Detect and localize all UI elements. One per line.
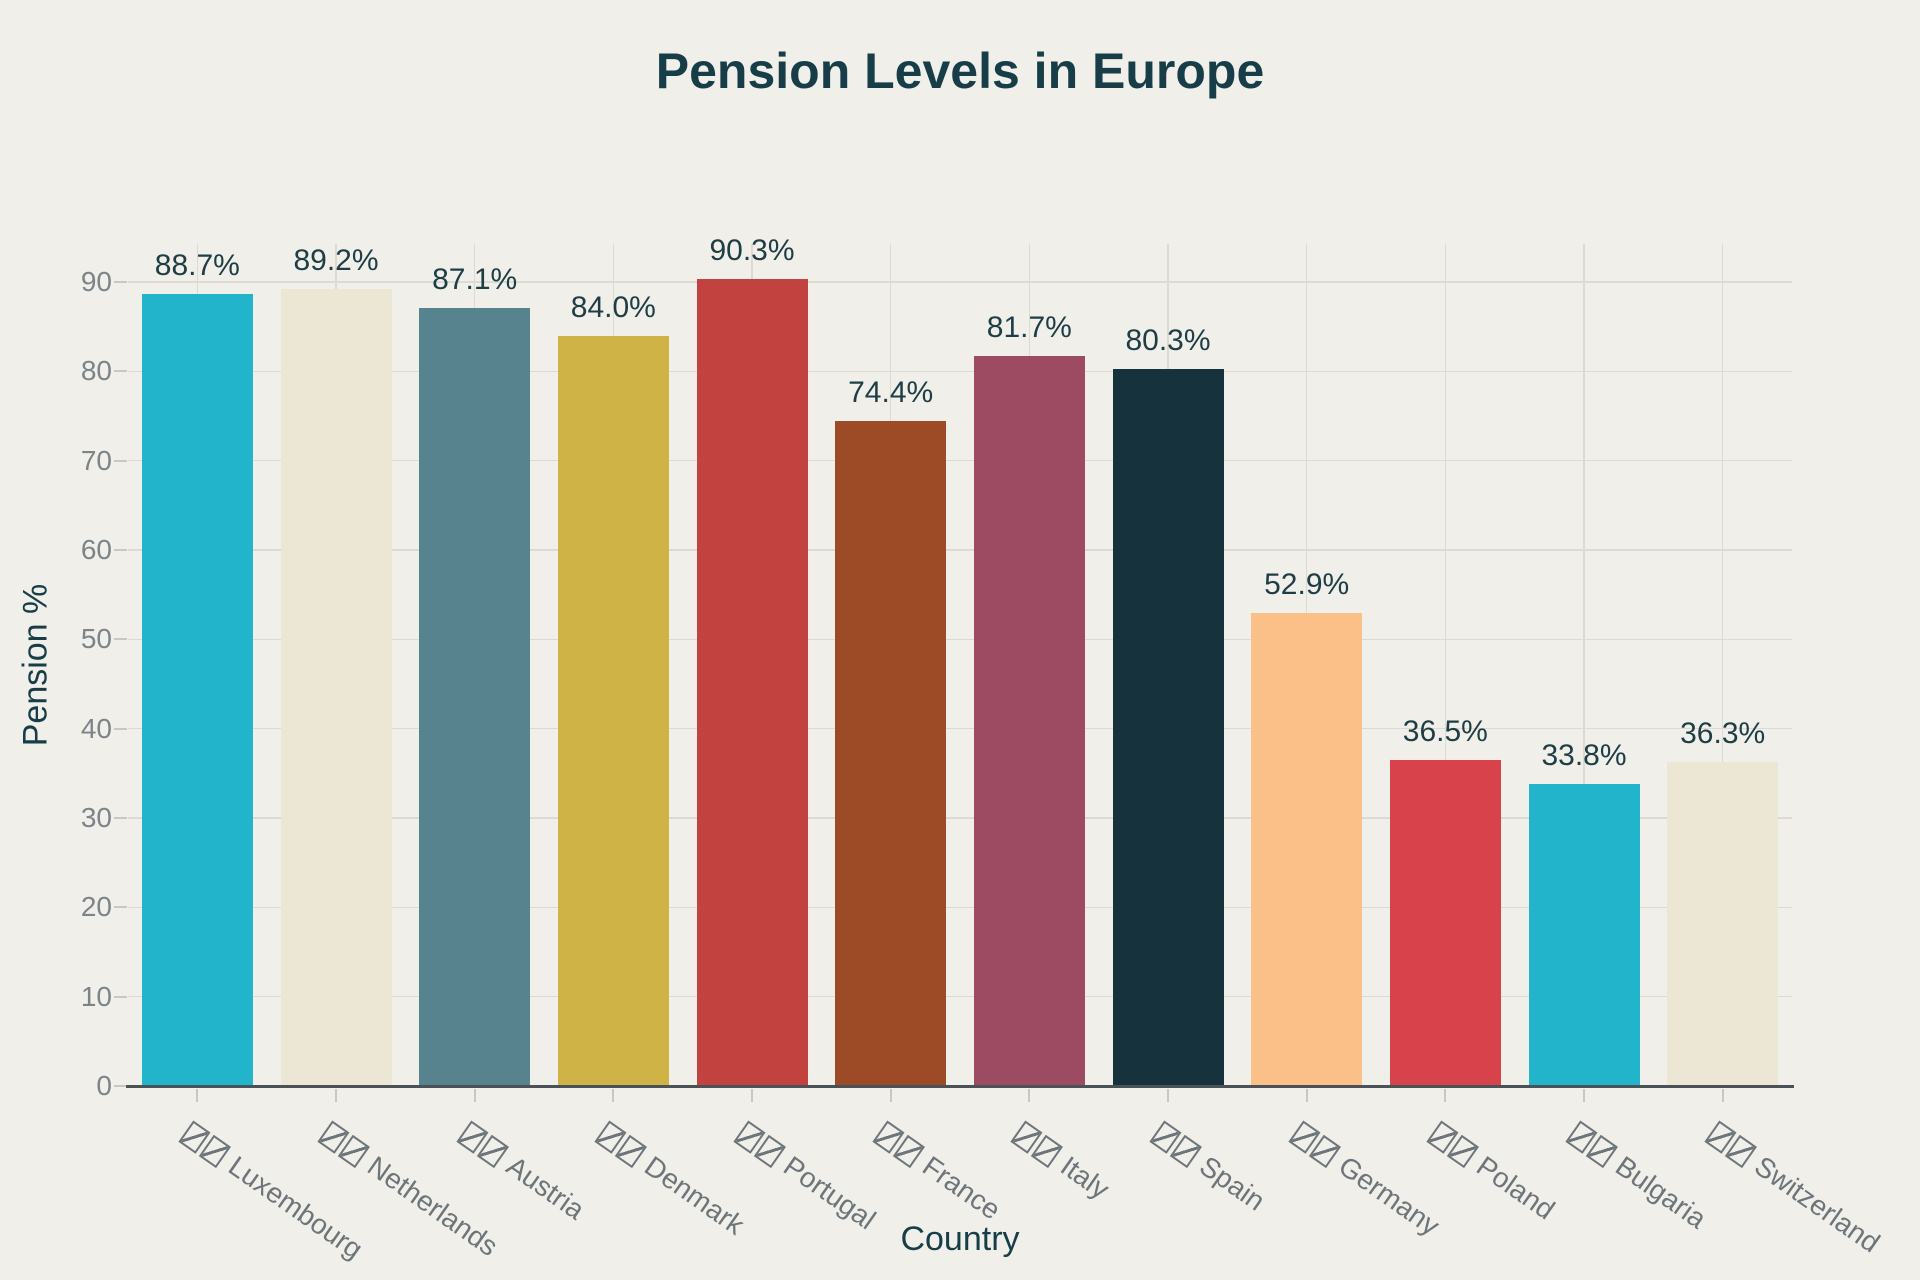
y-tick-mark (114, 370, 127, 373)
y-tick-mark (114, 638, 127, 641)
x-tick-label: Portugal (732, 1118, 882, 1236)
category-label: Denmark (639, 1150, 751, 1241)
bar-value-label: 87.1% (432, 262, 518, 296)
y-tick-mark (114, 817, 127, 819)
bar-value-label: 88.7% (154, 248, 240, 282)
bar-france (835, 421, 947, 1086)
x-tick-label: Denmark (593, 1118, 750, 1241)
category-label: France (916, 1150, 1006, 1226)
x-tick-label: Switzerland (1702, 1118, 1885, 1259)
bar-value-label: 33.8% (1541, 739, 1627, 773)
y-tick-mark (114, 727, 127, 730)
y-tick-label: 70 (80, 444, 112, 476)
x-tick-mark (1167, 1089, 1169, 1102)
x-tick-mark (1028, 1089, 1031, 1102)
y-tick-mark (114, 459, 127, 462)
gridline-vertical (1444, 244, 1447, 1086)
bar-switzerland (1667, 761, 1779, 1086)
x-tick-label: France (870, 1118, 1006, 1226)
x-tick-mark (751, 1089, 753, 1102)
y-tick-mark (114, 995, 127, 998)
bar-bulgaria (1528, 784, 1640, 1086)
bar-luxembourg (141, 293, 253, 1086)
x-tick-label: Poland (1425, 1118, 1561, 1226)
y-tick-label: 30 (80, 802, 112, 833)
bar-spain (1112, 368, 1224, 1086)
category-label: Austria (500, 1150, 590, 1226)
bar-denmark (557, 335, 669, 1086)
x-tick-label: Spain (1148, 1118, 1271, 1217)
bar-value-label: 52.9% (1264, 568, 1350, 602)
gridline-horizontal (128, 370, 1792, 373)
y-tick-label: 40 (80, 712, 112, 744)
category-label: Germany (1332, 1150, 1445, 1242)
bar-poland (1389, 759, 1501, 1086)
x-axis-title: Country (900, 1220, 1020, 1258)
category-label: Luxembourg (223, 1150, 369, 1265)
category-label: Bulgaria (1610, 1150, 1713, 1235)
category-label: Poland (1471, 1150, 1561, 1226)
x-tick-mark (889, 1089, 892, 1102)
bar-value-label: 89.2% (293, 244, 379, 278)
x-tick-mark (335, 1089, 337, 1102)
y-tick-mark (114, 549, 127, 552)
bar-value-label: 36.5% (1402, 714, 1488, 748)
gridline-horizontal (128, 906, 1792, 909)
x-tick-mark (1583, 1089, 1585, 1102)
gridline-horizontal (128, 995, 1792, 998)
gridline-horizontal (128, 281, 1792, 283)
gridline-horizontal (128, 459, 1792, 462)
x-tick-mark (1721, 1089, 1724, 1102)
x-tick-mark (473, 1089, 476, 1102)
y-tick-mark (114, 281, 127, 284)
gridline-vertical (1583, 244, 1585, 1086)
bar-value-label: 36.3% (1680, 716, 1766, 750)
y-tick-label: 60 (80, 534, 112, 566)
y-tick-mark (114, 1085, 127, 1087)
category-label: Spain (1194, 1150, 1271, 1217)
bar-value-label: 81.7% (986, 311, 1072, 345)
y-tick-label: 90 (80, 266, 112, 298)
y-tick-label: 10 (80, 980, 112, 1012)
bar-value-label: 90.3% (709, 234, 795, 268)
category-label: Portugal (778, 1150, 882, 1236)
bar-netherlands (280, 289, 392, 1086)
x-tick-label: Bulgaria (1564, 1118, 1712, 1235)
x-tick-label: Italy (1009, 1118, 1115, 1206)
bar-value-label: 84.0% (570, 290, 656, 324)
category-label: Netherlands (362, 1150, 504, 1263)
gridline-horizontal (128, 549, 1792, 551)
bar-austria (419, 307, 531, 1086)
x-tick-mark (1305, 1089, 1308, 1102)
bar-value-label: 80.3% (1125, 323, 1211, 357)
y-tick-label: 20 (80, 891, 112, 923)
category-label: Italy (1055, 1150, 1116, 1205)
bar-value-label: 74.4% (848, 376, 934, 410)
bar-germany (1251, 613, 1363, 1086)
y-tick-label: 0 (96, 1070, 112, 1101)
y-tick-mark (114, 906, 127, 909)
bar-italy (973, 356, 1085, 1086)
y-tick-label: 80 (80, 355, 112, 387)
x-axis-line (126, 1084, 1794, 1088)
x-tick-label: Germany (1286, 1118, 1445, 1242)
y-tick-label: 50 (80, 623, 112, 655)
x-tick-mark (196, 1089, 199, 1102)
bar-portugal (696, 279, 808, 1086)
x-tick-mark (1444, 1089, 1447, 1102)
gridline-horizontal (128, 727, 1792, 730)
chart-title: Pension Levels in Europe (655, 43, 1265, 99)
x-tick-mark (612, 1089, 615, 1102)
gridline-horizontal (128, 638, 1792, 641)
category-label: Switzerland (1748, 1150, 1886, 1259)
gridline-vertical (1721, 244, 1724, 1086)
x-tick-label: Austria (454, 1118, 590, 1226)
gridline-horizontal (128, 817, 1792, 819)
